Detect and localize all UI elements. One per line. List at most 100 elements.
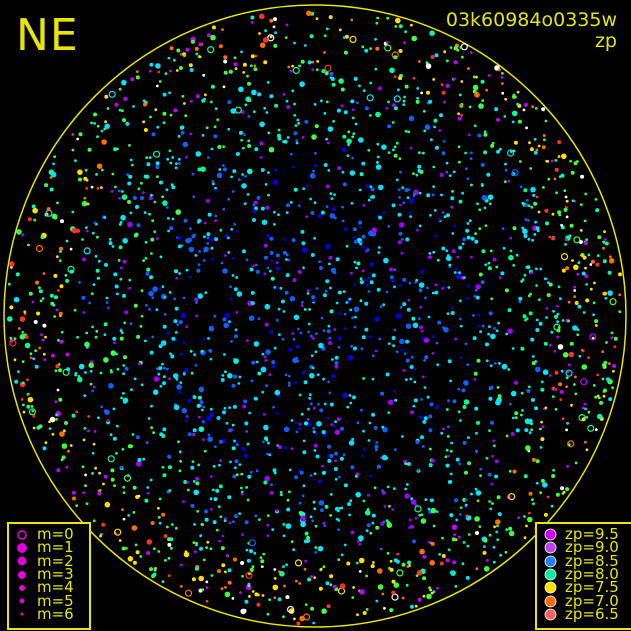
star-point [253,64,257,68]
star-point [240,50,243,54]
star-point [567,300,571,304]
star-point [434,53,439,58]
star-point [282,250,287,255]
star-point [327,444,331,449]
star-point [295,430,299,434]
star-point [15,272,20,277]
star-point [202,558,206,562]
star-point [220,587,224,591]
star-point [376,16,380,20]
star-point [530,337,535,342]
star-point [120,396,123,400]
star-point [365,529,369,533]
star-point [531,105,535,109]
star-point [293,41,296,45]
star-point [205,586,209,590]
star-point [544,277,547,281]
star-point [34,349,37,352]
star-point [460,113,463,117]
star-point [592,301,596,305]
star-point [263,480,268,485]
star-point [255,263,258,267]
star-point [331,374,336,379]
star-point [287,65,291,69]
star-point [426,593,432,600]
star-point [361,234,366,239]
star-point [402,99,406,103]
star-point [603,388,607,393]
star-point [552,468,555,472]
star-point [287,258,291,262]
star-point [409,146,413,150]
star-point [19,316,26,322]
star-point [104,262,108,267]
star-point [91,389,94,393]
star-point [418,282,425,288]
star-point [322,565,326,569]
star-point [366,94,374,102]
star-point [395,350,399,354]
star-point [99,534,102,538]
star-point [310,211,315,215]
star-point [272,584,279,591]
star-point [307,407,310,411]
star-point [223,55,228,60]
star-point [160,340,167,346]
star-point [241,173,245,176]
star-point [518,296,523,301]
star-point [466,177,470,181]
star-point [84,473,87,477]
star-point [350,344,353,348]
star-point [367,290,371,293]
star-point [450,441,453,445]
star-point [405,238,409,242]
star-point [356,613,359,617]
star-point [259,155,263,159]
star-point [90,185,94,189]
star-point [240,138,244,142]
star-point [564,243,567,246]
star-point [187,398,192,403]
star-point [155,63,161,69]
star-point [82,491,86,495]
star-point [246,442,250,446]
star-point [33,320,38,324]
star-point [321,69,326,74]
star-point [273,43,278,48]
star-point [609,298,617,306]
star-point [513,140,518,145]
star-point [218,44,223,49]
star-point [260,565,264,568]
star-point [487,74,491,77]
star-point [121,447,125,451]
star-point [108,90,116,98]
star-point [375,164,382,170]
star-point [386,522,393,528]
star-point [201,523,205,527]
star-point [154,108,158,112]
star-point [268,146,275,153]
star-point [162,92,167,97]
star-point [320,210,325,215]
star-point [122,517,126,521]
star-point [340,506,344,510]
star-point [328,336,332,340]
star-point [371,521,375,525]
star-point [395,559,400,564]
star-point [97,489,101,493]
star-point [122,293,126,298]
star-point [522,228,528,235]
star-point [476,420,480,425]
star-point [377,246,381,249]
zp-label: zp=8.0 [565,565,619,584]
star-point [242,71,246,74]
star-point [16,229,22,235]
star-point [548,235,552,239]
star-point [104,120,107,124]
star-point [153,230,157,234]
star-point [188,246,195,253]
star-point [336,108,341,113]
star-point [224,591,231,598]
star-point [219,515,223,519]
star-point [273,223,276,226]
